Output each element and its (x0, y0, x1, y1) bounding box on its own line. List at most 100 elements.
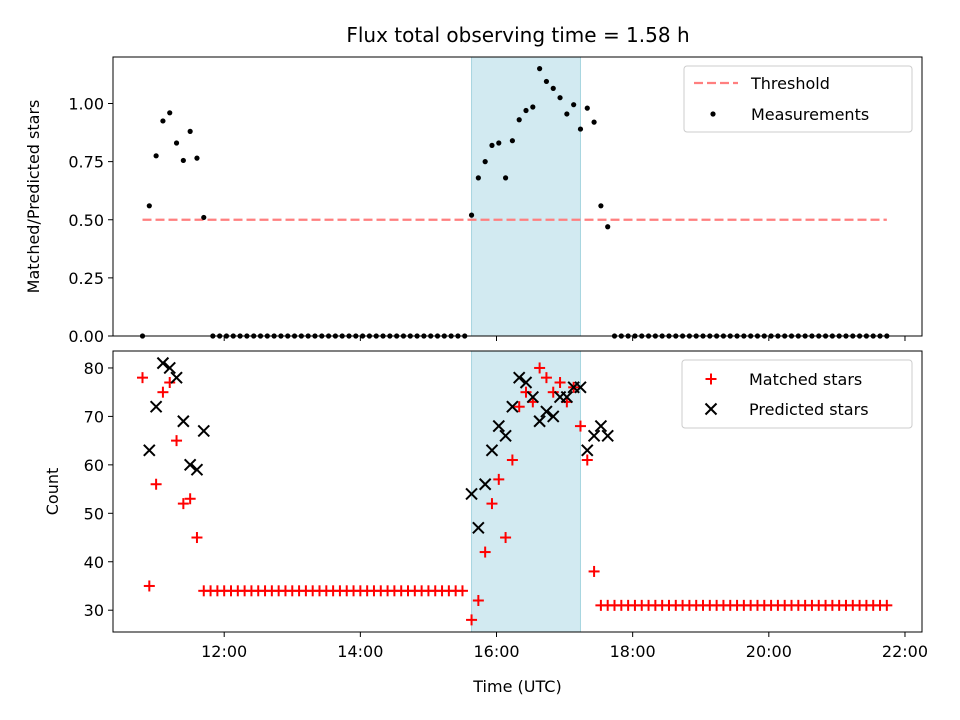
x-stroke-b (177, 415, 190, 428)
predicted-star-point (170, 371, 183, 384)
x-stroke-b (601, 429, 614, 442)
predicted-star-point (190, 463, 204, 476)
measurement-point (584, 105, 590, 111)
measurement-point (160, 118, 166, 124)
measurement-point (496, 140, 502, 146)
x-stroke-b (197, 424, 210, 438)
figure-title: Flux total observing time = 1.58 h (346, 23, 689, 47)
measurement-point (502, 175, 509, 181)
legend-frame (681, 359, 913, 429)
y-tick-label: 0.75 (68, 153, 104, 172)
measurement-point (557, 95, 563, 101)
predicted-star-point (519, 376, 533, 389)
predicted-star-point (704, 402, 718, 416)
matched-star-point (191, 532, 203, 544)
observing-window-shade (471, 56, 581, 337)
matched-star-point (486, 498, 498, 510)
x-stroke-b (574, 381, 587, 394)
matched-star-point (143, 580, 155, 592)
predicted-star-point (540, 405, 553, 418)
predicted-star-point (547, 410, 560, 423)
x-stroke-b (183, 458, 197, 472)
predicted-star-point (197, 424, 210, 438)
matched-star-point (157, 386, 169, 398)
x-stroke-b (533, 415, 546, 428)
plot-frame (112, 350, 923, 633)
x-stroke-b (478, 478, 492, 491)
matched-star-point (500, 532, 512, 544)
measurement-point (180, 157, 186, 164)
x-stroke-b (485, 444, 499, 457)
x-stroke-b (547, 410, 560, 423)
matched-star-point (554, 376, 566, 388)
matched-star-point (137, 372, 149, 384)
top-panel-ratio: 0.00 0.25 0.50 0.75 1.00 Matched/Predicted st… (24, 56, 923, 346)
x-tick-label: 20:00 (746, 642, 792, 661)
measurement-point (543, 78, 550, 85)
y-tick-label: 50 (84, 504, 104, 523)
matched-star-point (493, 473, 505, 485)
measurement-point (173, 140, 180, 146)
predicted-star-point (526, 390, 540, 404)
predicted-star-point (574, 381, 587, 394)
y-tick-label: 0.25 (68, 269, 104, 288)
bottom-y-axis-label: Count (43, 468, 62, 516)
x-stroke-b (492, 419, 505, 433)
x-tick-label: 16:00 (473, 642, 519, 661)
predicted-star-point (177, 415, 190, 428)
predicted-star-point (601, 429, 614, 442)
predicted-star-point (492, 419, 505, 433)
measurement-point (201, 214, 207, 221)
measurement-point (577, 126, 584, 132)
measurement-point (598, 203, 604, 209)
x-stroke-b (594, 419, 608, 433)
x-stroke-b (163, 361, 176, 375)
x-stroke-b (519, 376, 533, 389)
measurement-point (516, 117, 522, 123)
measurement-point (591, 119, 597, 125)
measurement-point (509, 138, 515, 144)
measurement-point (194, 155, 200, 161)
legend-measurements-label: Measurements (751, 105, 869, 124)
predicted-star-point (485, 444, 499, 457)
matched-star-point (513, 401, 525, 413)
measurement-point (571, 102, 577, 108)
predicted-star-point (156, 356, 170, 370)
measurement-point (167, 110, 173, 116)
matched-star-point (540, 372, 552, 384)
predicted-star-point (533, 415, 546, 428)
measurement-point (475, 175, 481, 181)
x-stroke-b (499, 429, 512, 442)
matched-star-point (466, 614, 478, 626)
bottom-legend: Matched stars Predicted stars (681, 359, 913, 429)
matched-star-point (581, 454, 593, 466)
x-stroke-b (156, 356, 170, 370)
matched-star-point (456, 585, 468, 597)
x-stroke-b (540, 405, 553, 418)
x-stroke-b (190, 463, 204, 476)
x-stroke-b (506, 400, 519, 413)
predicted-star-point (163, 361, 176, 375)
measurement-point (523, 107, 529, 114)
matched-star-point (574, 420, 586, 432)
y-tick-label: 0.50 (68, 211, 104, 230)
legend-threshold-label: Threshold (750, 74, 830, 93)
x-stroke-b (560, 390, 574, 404)
matched-star-point (164, 376, 176, 388)
matched-star-point (547, 386, 559, 398)
measurement-point (187, 128, 193, 134)
predicted-star-point (512, 371, 526, 384)
measurement-point (489, 142, 495, 148)
x-tick-label: 22:00 (882, 642, 928, 661)
y-tick-label: 1.00 (68, 95, 104, 114)
matched-star-point (171, 435, 183, 447)
legend-predicted-label: Predicted stars (749, 400, 869, 419)
measurement-point (530, 104, 536, 110)
legend-measurements-swatch (710, 111, 716, 117)
matched-star-point (184, 493, 196, 505)
matched-star-point (705, 373, 717, 385)
measurement-point (605, 224, 611, 230)
x-stroke-b (704, 402, 718, 416)
measurement-point (482, 159, 488, 165)
